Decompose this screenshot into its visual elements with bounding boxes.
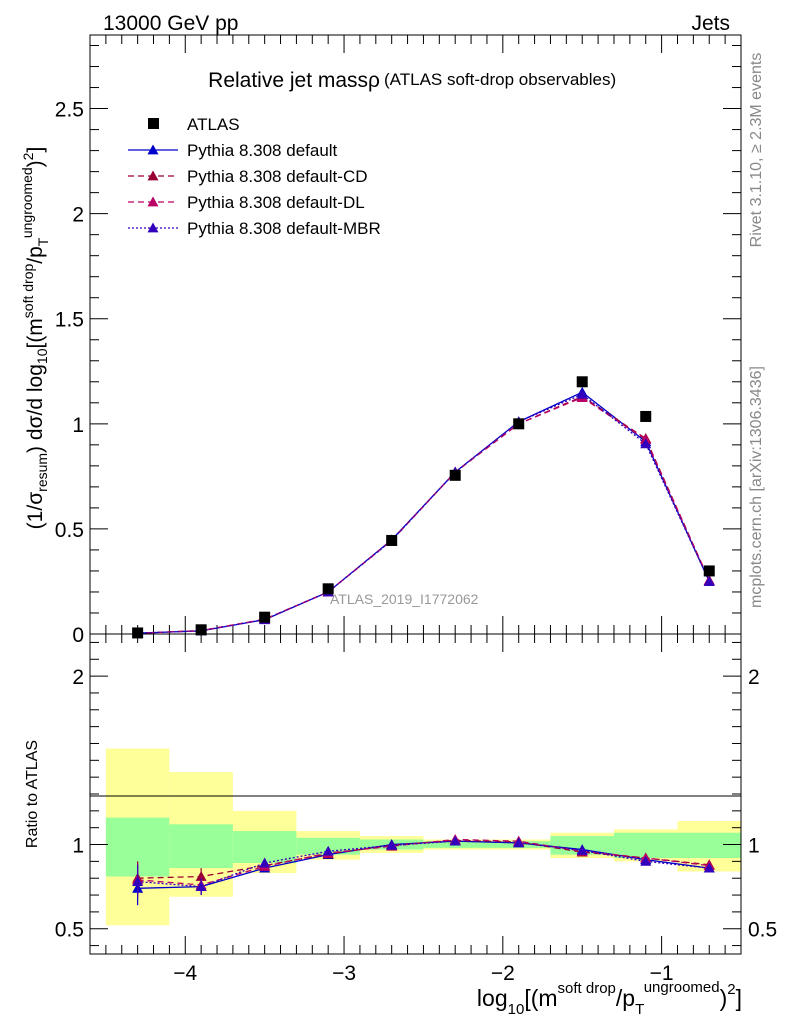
header-right: Jets: [691, 12, 730, 35]
ratio-panel: 0.5 0.5 1 1 2 2 −4 −3 −2 −1 Ratio to ATLAS log10…: [24, 633, 777, 1018]
main-y-tick-label: 1: [72, 414, 84, 437]
legend-marker: [147, 222, 159, 233]
atlas-data-point: [195, 624, 207, 636]
legend-label: Pythia 8.308 default-CD: [187, 167, 368, 186]
ratio-series-point: [322, 845, 334, 856]
legend-marker-atlas: [148, 118, 159, 129]
ratio-band-inner: [169, 824, 233, 869]
ratio-y-tick-label-right: 1: [748, 835, 760, 858]
legend-marker: [147, 196, 159, 207]
legend-label: ATLAS: [187, 115, 240, 134]
main-series-point: [640, 438, 652, 449]
legend-label: Pythia 8.308 default-MBR: [187, 219, 381, 238]
ratio-y-ticks: 0.5 0.5 1 1 2 2: [55, 641, 777, 947]
ratio-x-ticks: −4 −3 −2 −1: [89, 634, 742, 985]
ratio-uncertainty-bands: [105, 748, 741, 926]
atlas-data-point: [259, 611, 271, 623]
x-axis-label: log10[(msoft drop/pTungroomed)2]: [477, 979, 742, 1018]
main-y-tick-label: 1.5: [55, 309, 84, 332]
ratio-band-inner: [677, 832, 741, 858]
ratio-series-line: [137, 840, 710, 888]
x-tick-label: −3: [332, 962, 356, 985]
x-tick-label: −2: [491, 962, 515, 985]
chart-title: Relative jet massρ: [208, 69, 380, 92]
header-left: 13000 GeV pp: [103, 12, 238, 35]
main-series-layer: [132, 376, 715, 639]
legend-marker: [147, 144, 159, 155]
main-x-ticks: [89, 35, 742, 634]
atlas-data-point: [640, 410, 652, 422]
atlas-data-point: [132, 627, 144, 639]
ratio-series-point: [386, 839, 398, 850]
main-series-point: [703, 575, 715, 586]
atlas-data-point: [513, 418, 525, 430]
ratio-series-point: [576, 844, 588, 855]
atlas-data-point: [576, 376, 588, 388]
legend-label: Pythia 8.308 default: [187, 141, 338, 160]
legend-label: Pythia 8.308 default-DL: [187, 193, 365, 212]
main-y-axis-label: (1/σresum) dσ/d log10[(msoft drop/pTungr…: [19, 147, 51, 530]
legend: ATLAS Pythia 8.308 default Pythia 8.308 de…: [128, 115, 381, 238]
ratio-y-tick-label: 2: [72, 666, 84, 689]
ratio-series-point: [132, 876, 144, 886]
main-y-tick-label: 2: [72, 204, 84, 227]
ratio-series-point: [195, 871, 207, 881]
x-tick-label: −4: [173, 962, 197, 985]
atlas-data-point: [322, 583, 334, 595]
main-y-tick-label: 0.5: [55, 519, 84, 542]
chart-subtitle: (ATLAS soft-drop observables): [384, 70, 616, 89]
main-panel: Relative jet massρ (ATLAS soft-drop obse…: [19, 34, 742, 647]
main-series-point: [576, 388, 588, 399]
main-y-ticks: 0 0.5 1 1.5 2 2.5: [55, 45, 741, 647]
main-series-line: [137, 393, 710, 634]
ratio-series-point: [259, 857, 271, 868]
main-y-tick-label: 0: [72, 624, 84, 647]
atlas-data-point: [703, 565, 715, 577]
source-label: mcplots.cern.ch [arXiv:1306.3436]: [748, 366, 765, 608]
ratio-y-axis-label: Ratio to ATLAS: [24, 740, 41, 848]
analysis-watermark: ATLAS_2019_I1772062: [330, 591, 479, 607]
x-tick-label: −1: [650, 962, 674, 985]
ratio-y-tick-label-right: 0.5: [748, 919, 777, 942]
atlas-data-point: [449, 469, 461, 481]
main-y-tick-label: 2.5: [55, 99, 84, 122]
ratio-series-point: [513, 837, 525, 848]
ratio-series-layer: [132, 833, 715, 906]
ratio-series-line: [137, 838, 710, 886]
legend-marker: [147, 170, 159, 181]
ratio-y-tick-label: 0.5: [55, 919, 84, 942]
ratio-series-point: [195, 881, 207, 892]
ratio-series-point: [449, 835, 461, 846]
ratio-y-tick-label: 1: [72, 835, 84, 858]
ratio-y-tick-label-right: 2: [748, 666, 760, 689]
ratio-series-point: [640, 855, 652, 866]
rivet-label: Rivet 3.1.10, ≥ 2.3M events: [748, 53, 765, 248]
ratio-series-point: [703, 862, 715, 873]
atlas-data-point: [386, 534, 398, 546]
